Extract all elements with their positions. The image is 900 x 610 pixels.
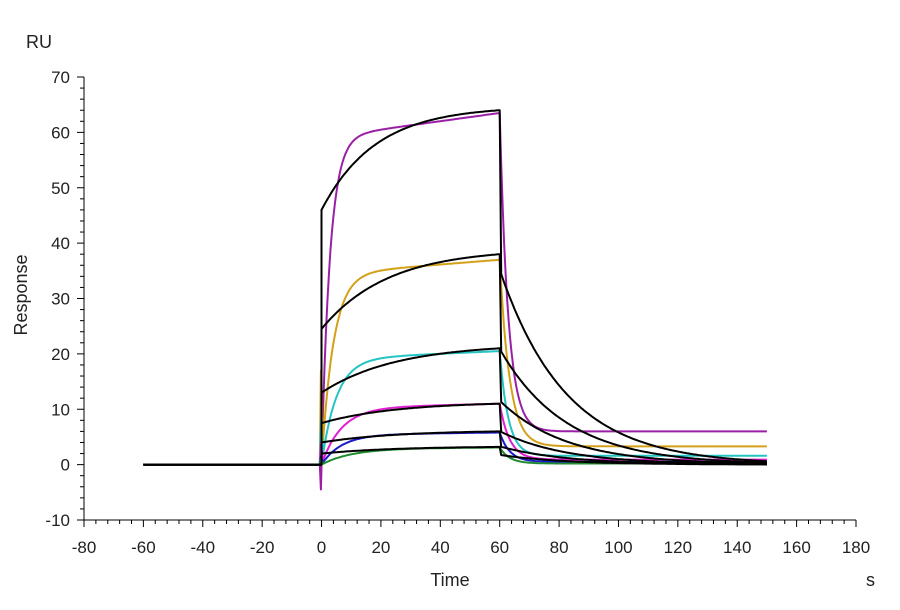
fit-curve-1 [143,109,767,466]
x-tick-label: 40 [431,538,450,557]
y-tick-label: 10 [51,400,70,419]
tick-marks [77,76,857,527]
x-tick-label: 140 [723,538,751,557]
y-tick-label: 60 [51,123,70,142]
y-axis-title: Response [11,254,31,335]
y-tick-label: 50 [51,179,70,198]
x-tick-label: -80 [72,538,97,557]
x-tick-label: 160 [782,538,810,557]
x-tick-label: 20 [371,538,390,557]
x-unit-label: s [866,570,875,590]
x-tick-label: 120 [664,538,692,557]
y-tick-label: -10 [45,511,70,530]
x-tick-label: 100 [604,538,632,557]
x-axis-title: Time [430,570,469,590]
x-tick-label: 60 [490,538,509,557]
axes [83,77,856,521]
fit-layer [143,109,767,466]
x-tick-label: 180 [842,538,870,557]
x-tick-label: -40 [190,538,215,557]
x-tick-label: 80 [550,538,569,557]
x-tick-label: 0 [317,538,326,557]
y-tick-label: 20 [51,345,70,364]
y-unit-label: RU [26,32,52,52]
x-tick-label: -60 [131,538,156,557]
x-tick-label: -20 [250,538,275,557]
tick-labels: -10 0 10 20 30 40 50 60 70 -80 -60 -40 -20 0 20 40 60 80 1… [45,68,870,557]
y-tick-label: 40 [51,234,70,253]
y-tick-label: 0 [61,456,70,475]
fit-curve-6 [143,445,767,466]
y-tick-label: 70 [51,68,70,87]
y-tick-label: 30 [51,290,70,309]
